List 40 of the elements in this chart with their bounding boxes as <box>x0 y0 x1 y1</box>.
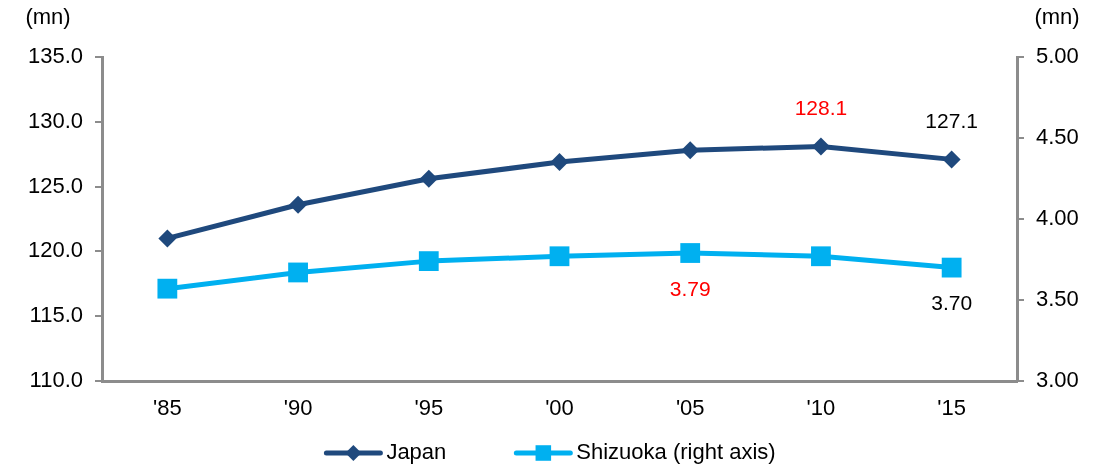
point <box>158 229 177 248</box>
y-tick-label: 125.0 <box>27 172 83 198</box>
point <box>811 137 830 156</box>
point <box>550 152 569 171</box>
point <box>157 278 178 299</box>
x-tick-label: '00 <box>545 395 574 421</box>
data-label: 128.1 <box>794 96 848 120</box>
x-tick-label: '95 <box>414 395 444 421</box>
point <box>942 150 961 169</box>
point <box>680 243 701 263</box>
point <box>549 246 570 267</box>
y-axis-title: (mn) <box>25 4 71 30</box>
point <box>418 251 439 272</box>
y2-tick-label: 4.50 <box>1036 124 1079 150</box>
x-tick-label: '15 <box>937 395 966 421</box>
legend-label: Shizuoka (right axis) <box>576 439 776 465</box>
y-tick-label: 115.0 <box>29 302 83 328</box>
x-tick-label: '90 <box>283 395 313 421</box>
y2-tick-label: 3.50 <box>1036 286 1079 312</box>
point <box>681 141 700 160</box>
point <box>288 262 308 283</box>
y-tick-label: 135.0 <box>27 43 83 69</box>
y2-tick-label: 4.00 <box>1036 205 1079 231</box>
x-tick-label: '10 <box>806 395 836 421</box>
y-tick-label: 120.0 <box>27 237 83 263</box>
y2-tick-label: 3.00 <box>1036 367 1079 393</box>
point <box>941 257 962 278</box>
x-tick-label: '85 <box>153 395 182 421</box>
data-label: 127.1 <box>925 109 978 133</box>
y-tick-label: 130.0 <box>27 107 83 133</box>
point <box>289 195 308 214</box>
y2-tick-label: 5.00 <box>1036 43 1079 69</box>
point <box>811 246 831 267</box>
y-tick-label: 110.0 <box>29 367 83 393</box>
x-tick-label: '05 <box>675 395 705 421</box>
data-label: 3.70 <box>931 291 973 315</box>
y2-axis-title: (mn) <box>1034 4 1080 30</box>
point <box>419 169 438 188</box>
legend-label: Japan <box>386 439 447 465</box>
data-label: 3.79 <box>669 276 711 300</box>
